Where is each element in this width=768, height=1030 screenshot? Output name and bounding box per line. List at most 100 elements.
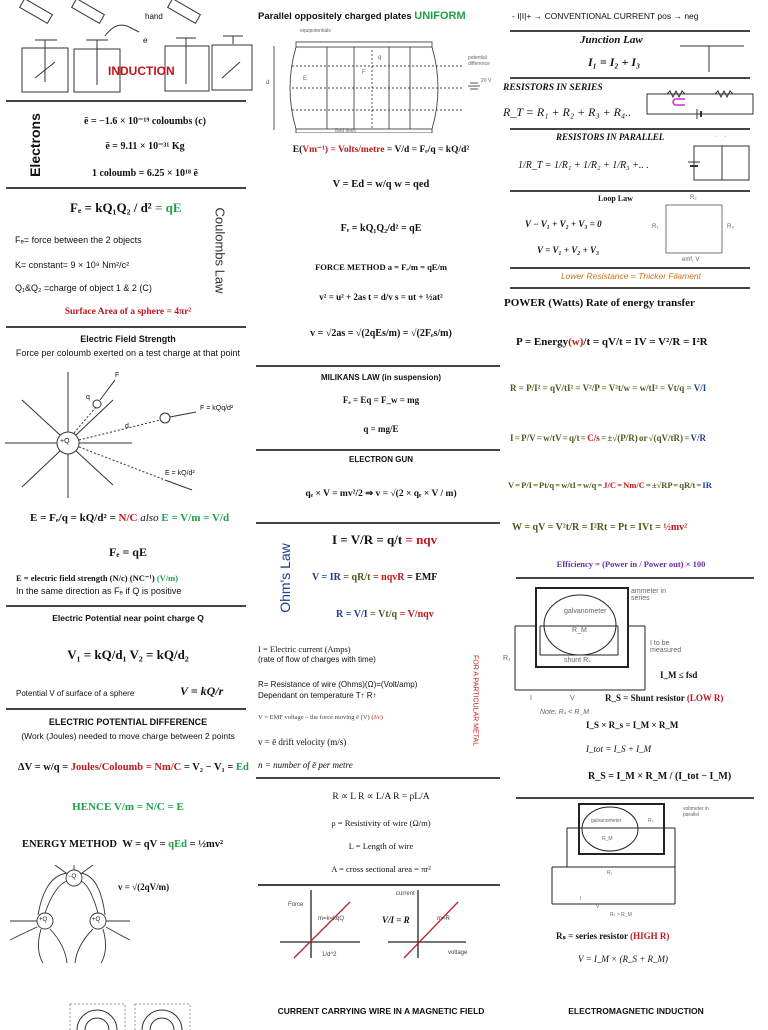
work-line: W = qV = V²t/R = I²Rt = Pt = IVt = ½mv² [512, 522, 687, 533]
field-formula-main: E = Fₑ/q = kQ/d² = [30, 512, 119, 524]
field-label: E = kQ/d² [165, 470, 195, 477]
charge-pos-2: +Q [92, 917, 101, 923]
power-r-line: R = P/I² = qV/tI² = V²/P = V²t/w = w/tI²… [510, 383, 706, 393]
distance-label: d [125, 423, 129, 430]
force-method: FORCE METHOD a = Fₑ/m = qE/m [315, 262, 447, 272]
power-i-line: I = P/V = w/tV = q/t = C/s = ±√(P/R) or … [510, 433, 706, 443]
ammeter-rm-label: R_M [572, 627, 587, 634]
work-kinetic: ½mv² [663, 522, 688, 533]
field-lines-label: field lines [335, 128, 356, 134]
force-label: F [362, 70, 366, 76]
test-charge-label: q [86, 394, 90, 401]
plate-velocity: v = √2as = √(2qEs/m) = √(2Fₑs/m) [310, 328, 452, 339]
energy-formula-a: W = qV = [122, 839, 169, 850]
series-high-r: (HIGH R) [630, 931, 670, 941]
power-v-formula: V = P/I = Pt/q = w/tI = w/q = [508, 480, 604, 490]
ohm-v-ir: V = IR [312, 572, 341, 583]
parallel-formula: 1/R_T = 1/R₁ + 1/R₂ + 1/R₃ +.. . [518, 160, 649, 171]
divider [510, 267, 750, 269]
parallel-title: RESISTORS IN PARALLEL [556, 132, 665, 142]
shunt-low-r: (LOW R) [686, 693, 724, 703]
loop-r2-label: R₂ [690, 195, 697, 201]
ohm-r-vnqv: = V/nqv [397, 609, 434, 620]
coulomb-def-constant: K= constant= 9 × 10⁹ Nm²/c² [15, 260, 130, 270]
ohm-voltage: V = IR = qR/t = nqvR = EMF [312, 572, 437, 583]
ohm-r-vi: R = V/I [336, 609, 368, 620]
ohm-def-n: n = number of ē per metre [258, 760, 353, 770]
equipotentials-label: equipotentials [300, 28, 331, 34]
divider [6, 605, 246, 607]
voltmeter-r1-label: R₁ [607, 870, 613, 876]
e-field-units: Vm⁻¹) = Volts/metre [302, 145, 385, 155]
junction-formula: I₁ = I₂ + I₃ [588, 55, 641, 69]
energy-formula-qed: qEd [168, 839, 187, 850]
divider [6, 326, 246, 328]
divider [510, 190, 750, 192]
pd-formula-ed: Ed [236, 762, 249, 773]
ammeter-v-label: V [570, 695, 575, 702]
electroscope-induction-icon [18, 0, 253, 93]
force-qe: Fₑ = qE [109, 545, 147, 559]
voltmeter-rs-label: Rₛ [648, 818, 654, 824]
voltmeter-galv-label: galvanometer [591, 818, 622, 824]
e-field-b: = V/d = Fₑ/q = kQ/d² [384, 145, 470, 155]
sphere-potential-formula: V = kQ/r [180, 684, 224, 698]
particular-metal-note: FOR A PARTICULAR METAL [471, 654, 479, 747]
plates-title-uniform: UNIFORM [414, 10, 466, 22]
linear-graphs-icon [280, 890, 466, 959]
potential-formula: V₁ = kQ/d₁ V₂ = kQ/d₂ [67, 647, 189, 662]
graph1-ylabel: Force [288, 902, 304, 908]
graph1-slope: m=k=kqQ [318, 916, 345, 922]
plate-distance-label: d [266, 80, 270, 86]
graph2-slope: m=R [437, 916, 450, 922]
pd-formula-a: ΔV = w/q = [18, 762, 71, 773]
coulombs-law-heading: Coulombs Law [212, 207, 228, 294]
junction-diagram-icon [680, 45, 744, 72]
ammeter-circuit-icon [514, 587, 646, 691]
power-title: POWER (Watts) Rate of energy transfer [504, 297, 695, 309]
energy-method-label: ENERGY METHOD [22, 839, 117, 850]
divider [6, 708, 246, 710]
junction-title: Junction Law [580, 34, 643, 46]
field-direction: In the same direction as Fₑ if Q is posi… [16, 586, 182, 596]
voltmeter-note: Rₛ > R_M [610, 912, 632, 918]
force-label: F = kQq/d² [200, 405, 234, 412]
induction-label: INDUCTION [108, 64, 175, 78]
charge-q-label: q [378, 55, 382, 61]
coulomb-definition: 1 coloumb = 6.25 × 10¹⁸ ē [91, 168, 198, 179]
pd-formula-b: = V₂ − V₁ = [181, 762, 237, 773]
pd-title: ELECTRIC POTENTIAL DIFFERENCE [48, 717, 208, 727]
sphere-surface-area: Surface Area of a sphere = 4πr² [64, 307, 192, 317]
voltmeter-rm-label: R_M [602, 836, 613, 842]
ammeter-i-label: I [530, 695, 532, 702]
field-def-unit: (V/m) [154, 573, 179, 583]
divider [510, 30, 750, 32]
power-v-line: V = P/I = Pt/q = w/tI = w/q = J/C = Nm/C… [508, 480, 712, 490]
e-field-formula: E(Vm⁻¹) = Volts/metre = V/d = Fₑ/q = kQ/… [256, 144, 506, 155]
power-i-vr: V/R [690, 433, 706, 443]
power-v-units: J/C = Nm/C [603, 480, 645, 490]
dipole-field-lines-icon [9, 865, 131, 964]
series-circuit-icon [646, 89, 754, 119]
loop-r1-label: R₁ [652, 224, 659, 230]
divider [256, 449, 500, 451]
voltmeter-v-label: V [596, 904, 600, 910]
ohm-v-emf: = EMF [404, 572, 438, 583]
voltmeter-circuit-icon [551, 803, 676, 905]
parallel-plates-diagram-icon [273, 41, 480, 133]
area-def: A = cross sectional area = πr² [331, 864, 431, 874]
voltmeter-formula: V = I_M × (R_S + R_M) [578, 954, 669, 964]
ohm-resistance: R = V/I = Vt/q = V/nqv [336, 609, 434, 620]
voltmeter-i-label: I [580, 896, 582, 902]
pd-formula-units: Joules/Coloumb = Nm/C [70, 762, 182, 773]
loop-formula-1: V − V₁ + V₂ + V₃ = 0 [525, 219, 602, 229]
electron-mass: ē = 9.11 × 10⁻³¹ Kg [105, 141, 185, 152]
ohm-def-current: I = Electric current (Amps) [258, 644, 351, 654]
field-strength-subtitle: Force per coloumb exerted on a test char… [15, 348, 241, 358]
ohm-def-rate: (rate of flow of charges with time) [258, 655, 376, 664]
series-formula: R_T = R₁ + R₂ + R₃ + R₄.. [503, 105, 632, 119]
ohms-law-heading: Ohm's Law [277, 543, 293, 613]
coulomb-def-charges: Q₁&Q₂ =charge of object 1 & 2 (C) [15, 283, 152, 293]
force-arrow-label: F [115, 372, 120, 379]
divider [510, 128, 750, 130]
